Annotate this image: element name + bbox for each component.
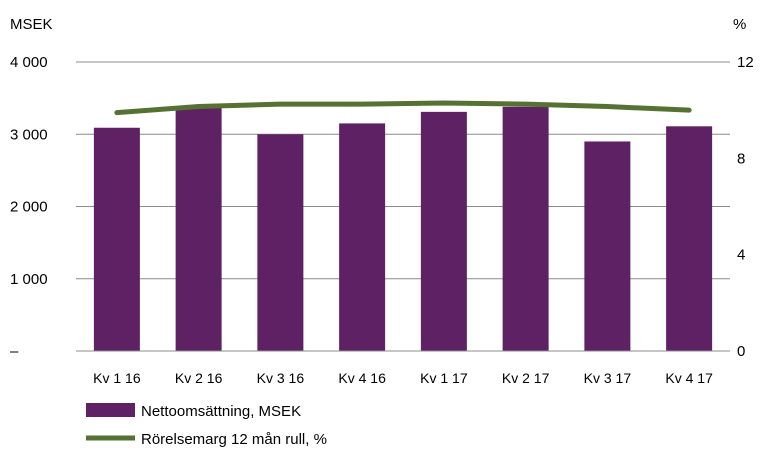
left-axis-ticks: – 1 000 2 000 3 000 4 000 xyxy=(10,54,48,360)
bar-kv-2-17 xyxy=(502,106,549,351)
line-series xyxy=(114,100,692,116)
bar-series xyxy=(93,106,713,352)
bar-kv-1-16 xyxy=(93,127,140,351)
left-axis-tick-label: – xyxy=(10,343,19,360)
left-axis-tick-label: 1 000 xyxy=(10,271,48,288)
legend-label-rorelsemarg: Rörelsemarg 12 mån rull, % xyxy=(141,431,327,448)
right-axis-title: % xyxy=(733,16,746,33)
x-tick-kv-1-16: Kv 1 16 xyxy=(93,370,141,386)
left-axis-title: MSEK xyxy=(10,16,53,33)
x-tick-kv-2-17: Kv 2 17 xyxy=(502,370,550,386)
x-tick-kv-4-16: Kv 4 16 xyxy=(338,370,386,386)
x-tick-kv-4-17: Kv 4 17 xyxy=(665,370,713,386)
bar-kv-3-16 xyxy=(257,134,304,351)
bar-kv-1-17 xyxy=(420,111,467,351)
right-axis-tick-label: 0 xyxy=(737,343,745,360)
x-tick-kv-3-16: Kv 3 16 xyxy=(257,370,305,386)
x-axis-ticks: Kv 1 16 Kv 2 16 Kv 3 16 Kv 4 16 Kv 1 17 Kv 2 … xyxy=(93,370,713,386)
left-axis-tick-label: 3 000 xyxy=(10,126,48,143)
x-tick-kv-1-17: Kv 1 17 xyxy=(420,370,468,386)
right-axis-tick-label: 12 xyxy=(737,54,754,71)
bar-kv-3-17 xyxy=(584,141,631,351)
x-tick-kv-3-17: Kv 3 17 xyxy=(584,370,632,386)
legend: Nettoomsättning, MSEK Rörelsemarg 12 mån… xyxy=(86,403,327,448)
right-axis-tick-label: 4 xyxy=(737,247,745,264)
gridlines xyxy=(76,61,730,280)
bar-kv-4-17 xyxy=(666,126,713,352)
left-axis-tick-label: 4 000 xyxy=(10,54,48,71)
right-axis-ticks: 0 4 8 12 xyxy=(737,54,754,360)
legend-label-nettoomsattning: Nettoomsättning, MSEK xyxy=(141,403,301,420)
left-axis-tick-label: 2 000 xyxy=(10,199,48,216)
right-axis-tick-label: 8 xyxy=(737,150,745,167)
rorelsemarg-line xyxy=(114,100,692,116)
legend-swatch-nettoomsattning xyxy=(86,403,135,417)
x-tick-kv-2-16: Kv 2 16 xyxy=(175,370,223,386)
bar-kv-4-16 xyxy=(339,123,386,351)
bar-kv-2-16 xyxy=(175,107,222,351)
